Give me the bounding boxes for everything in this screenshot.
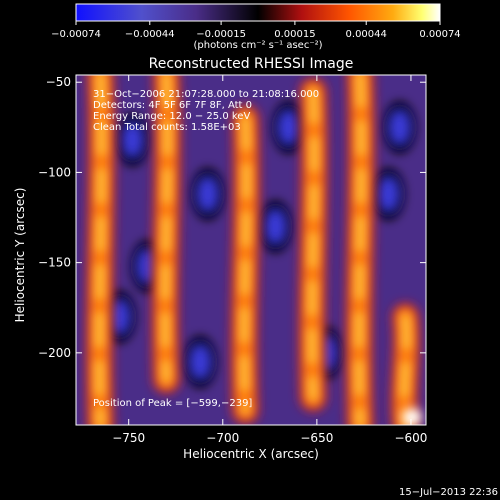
ridge-core — [308, 87, 318, 402]
peak-mark — [403, 408, 422, 425]
dark-spot-core — [266, 210, 285, 243]
ridge-cores — [95, 75, 422, 425]
annotation-energy-range: Energy Range: 12.0 − 25.0 keV — [93, 111, 250, 122]
y-axis-label: Heliocentric Y (arcsec) — [13, 188, 27, 323]
dark-spot-core — [110, 300, 129, 333]
colorbar-tick-label: 0.00015 — [274, 29, 315, 40]
dark-spot-core — [123, 123, 142, 156]
chart-title: Reconstructed RHESSI Image — [149, 56, 354, 72]
y-tick-label: −100 — [38, 165, 71, 179]
colorbar-tick-label: −0.00074 — [51, 29, 101, 40]
dark-spot-core — [390, 111, 409, 144]
heatmap-image — [76, 75, 426, 425]
ridge-core — [355, 75, 365, 425]
dark-spot-core — [198, 178, 217, 211]
annotation-time-range: 31−Oct−2006 21:07:28.000 to 21:08:16.000 — [93, 89, 319, 100]
peak-position-label: Position of Peak = [−599,−239] — [93, 398, 252, 409]
colorbar-ticks — [75, 21, 441, 25]
colorbar-units: (photons cm⁻² s⁻¹ asec⁻²) — [193, 40, 322, 51]
x-tick-label: −650 — [300, 431, 333, 445]
y-tick-label: −150 — [38, 256, 71, 270]
colorbar-tick-label: −0.00015 — [196, 29, 246, 40]
y-tick-label: −50 — [46, 75, 71, 89]
x-tick-label: −600 — [394, 431, 427, 445]
annotation-detectors: Detectors: 4F 5F 6F 7F 8F, Att 0 — [93, 100, 252, 111]
dark-spot-core — [191, 345, 210, 378]
ridge-core — [400, 313, 410, 425]
x-tick-label: −700 — [206, 431, 239, 445]
dark-spot-core — [379, 178, 398, 211]
ridge-core — [240, 114, 251, 415]
y-tick-label: −200 — [38, 346, 71, 360]
colorbar-tick-labels: −0.00074 −0.00044 −0.00015 0.00015 0.00044 0.… — [51, 29, 461, 40]
y-axis-ticks: −50 −100 −150 −200 — [38, 75, 426, 360]
colorbar-tick-label: −0.00044 — [125, 29, 175, 40]
date-stamp: 15−Jul−2013 22:36 — [399, 487, 498, 498]
colorbar-tick-label: 0.00074 — [419, 29, 460, 40]
plot-frame — [75, 74, 427, 426]
ridge-core — [161, 75, 171, 384]
colorbar — [75, 3, 441, 22]
annotation-counts: Clean Total counts: 1.58E+03 — [93, 122, 241, 133]
dark-spot-core — [279, 111, 298, 144]
x-axis-label: Heliocentric X (arcsec) — [183, 447, 319, 461]
x-tick-label: −750 — [112, 431, 145, 445]
ridge-core — [95, 75, 106, 425]
x-axis-ticks: −750 −700 −650 −600 — [112, 75, 427, 445]
colorbar-tick-label: 0.00044 — [346, 29, 387, 40]
